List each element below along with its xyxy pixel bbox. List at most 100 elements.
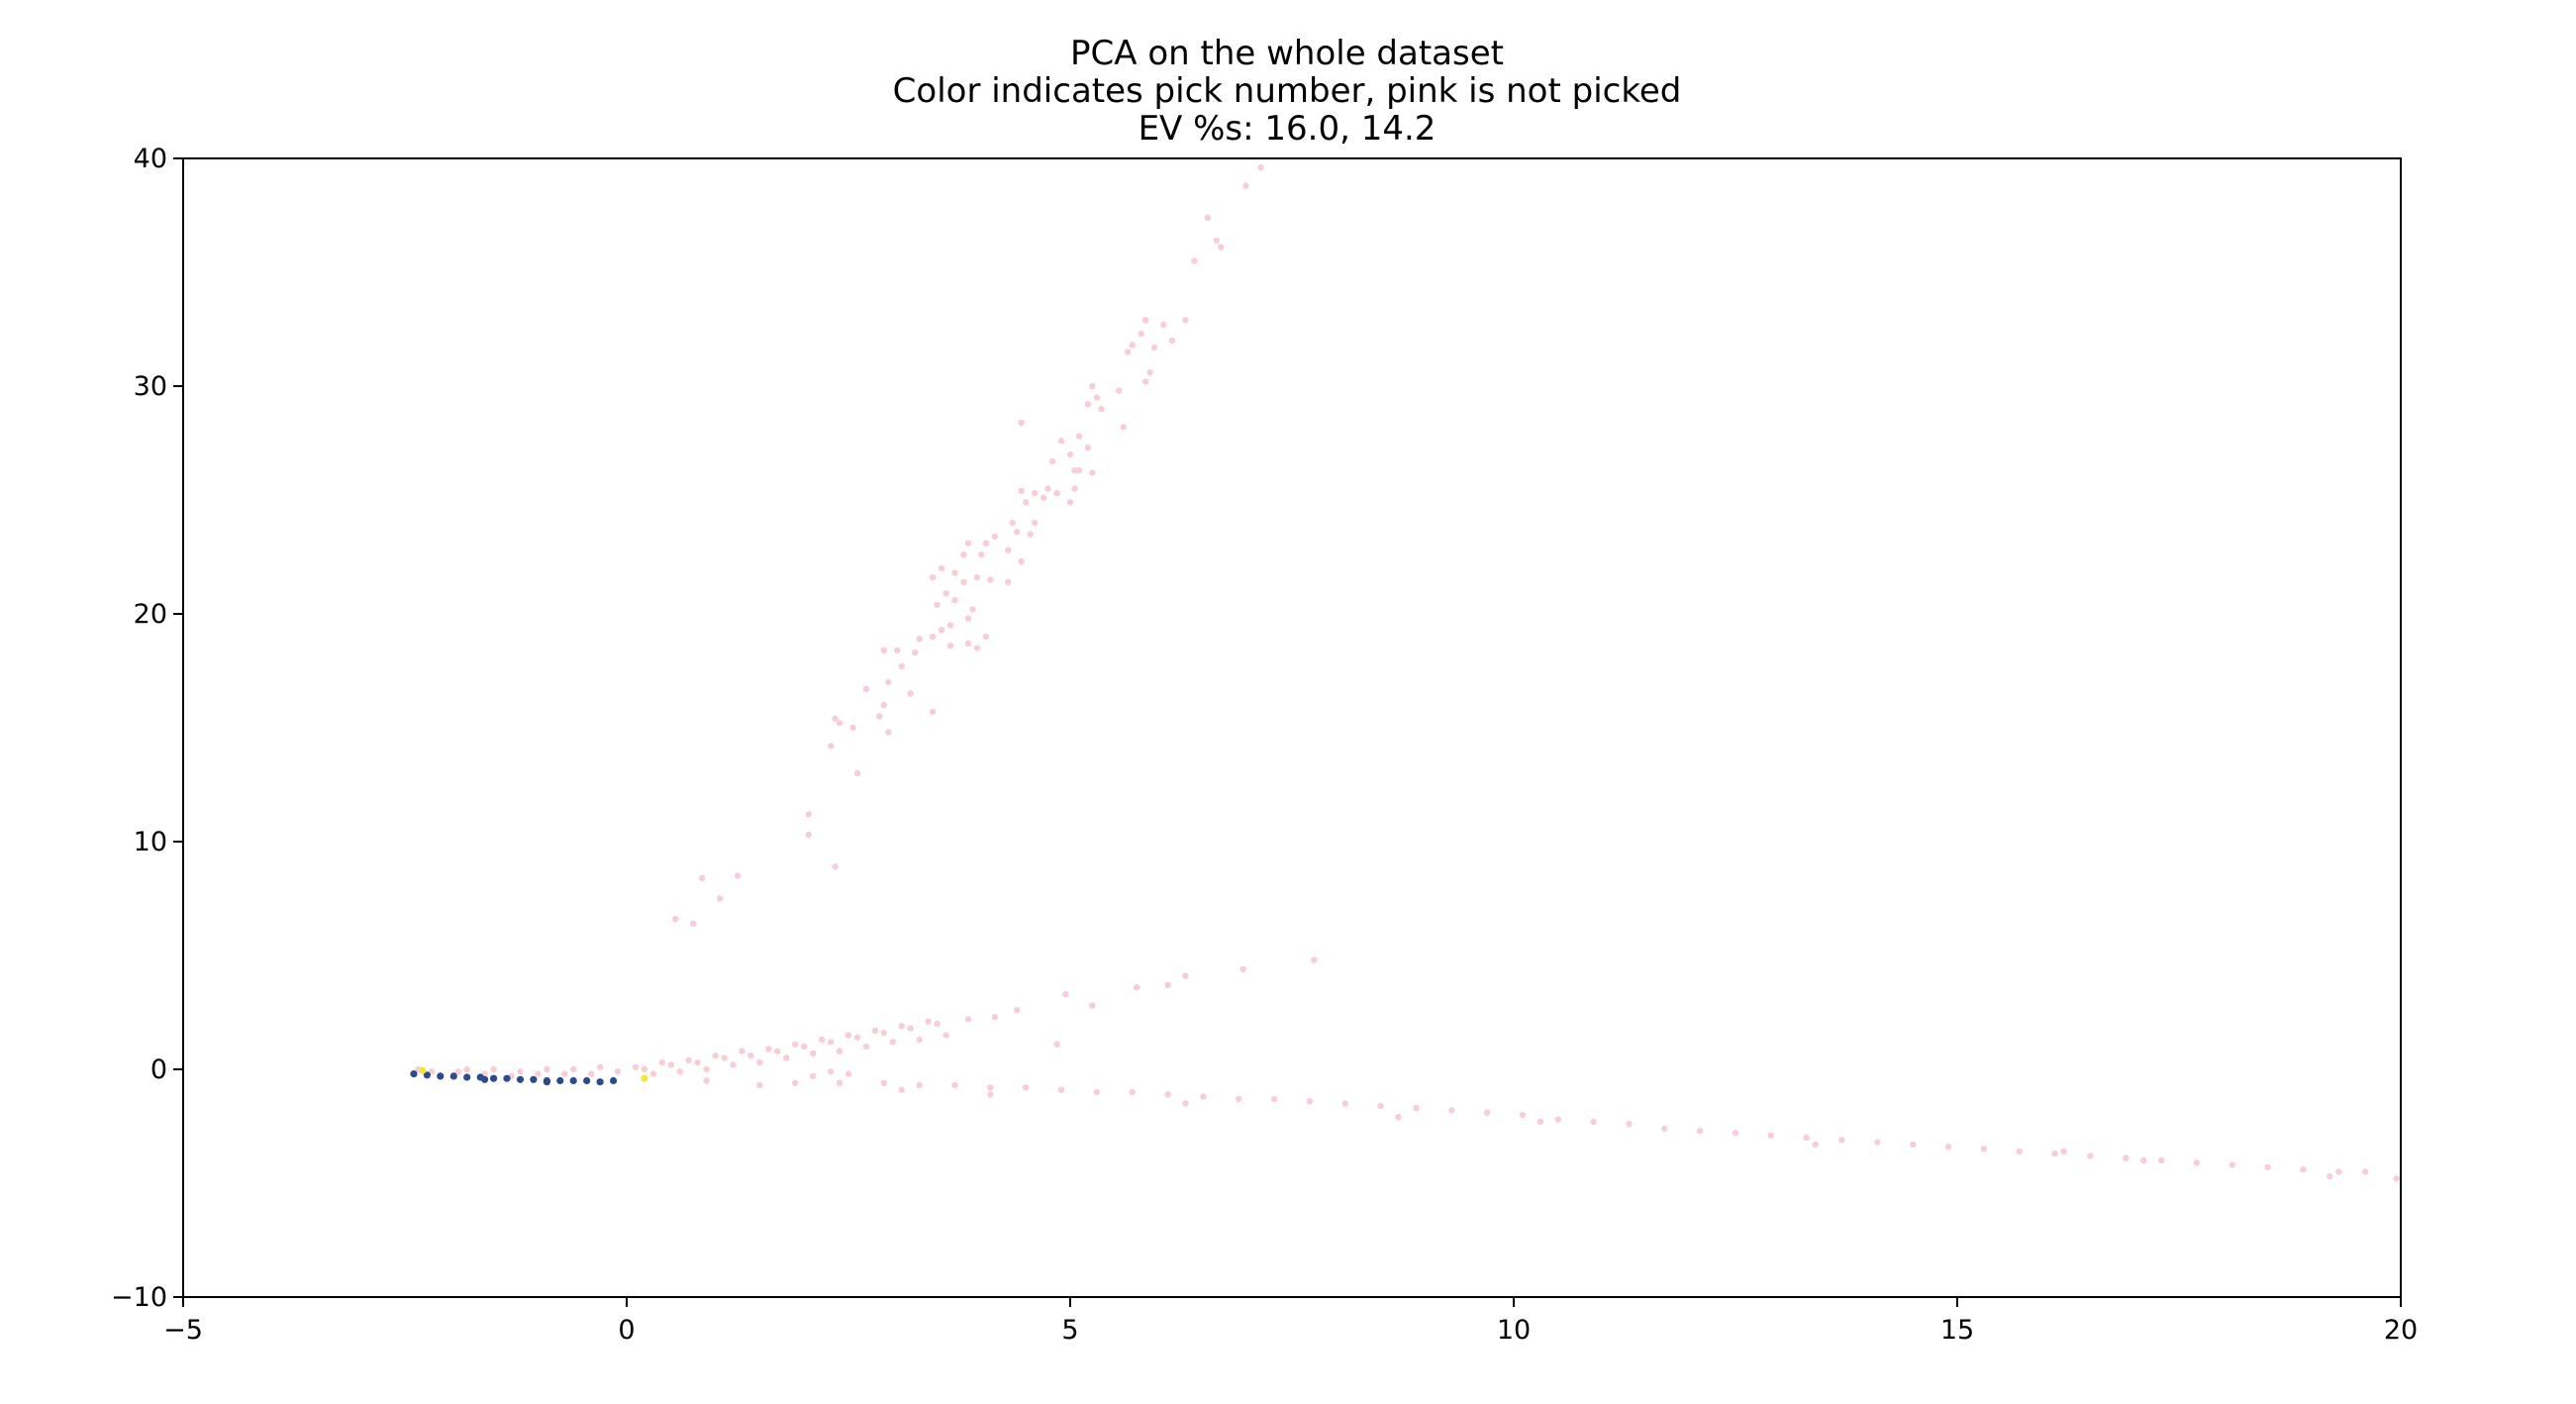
data-point — [1005, 547, 1012, 553]
data-point — [818, 1036, 826, 1044]
data-point — [853, 1034, 861, 1042]
data-point — [898, 1023, 905, 1030]
data-point — [2193, 1159, 2201, 1166]
data-point — [862, 685, 870, 693]
data-point — [596, 1063, 604, 1070]
chart-title: PCA on the whole dataset Color indicates… — [893, 34, 1682, 149]
data-point — [1005, 578, 1012, 585]
data-point — [916, 636, 923, 643]
data-point — [1129, 342, 1136, 349]
data-point — [929, 633, 937, 641]
data-point — [942, 590, 949, 597]
data-point — [463, 1073, 471, 1081]
data-point — [530, 1075, 538, 1083]
data-point — [1138, 330, 1144, 338]
data-point — [1134, 984, 1140, 991]
data-point — [1590, 1118, 1597, 1126]
data-point — [1803, 1134, 1810, 1142]
data-point — [938, 564, 945, 572]
x-tick-label: 15 — [1940, 1315, 1974, 1346]
data-point — [964, 640, 972, 648]
data-point — [1040, 494, 1047, 501]
data-point — [885, 678, 892, 686]
data-point — [1013, 529, 1021, 536]
data-point — [1066, 499, 1074, 506]
data-point — [703, 1065, 710, 1073]
data-point — [801, 1043, 808, 1051]
x-tick-label: 0 — [618, 1315, 635, 1346]
data-point — [449, 1072, 457, 1080]
data-point — [827, 1039, 835, 1046]
data-point — [880, 1079, 887, 1087]
data-point — [1191, 257, 1198, 264]
data-point — [463, 1065, 470, 1073]
data-point — [871, 1027, 879, 1035]
data-point — [632, 1063, 640, 1070]
data-point — [1048, 457, 1056, 465]
data-point — [1168, 337, 1176, 345]
data-point — [912, 649, 919, 656]
data-point — [792, 1079, 799, 1087]
title-line-2: Color indicates pick number, pink is not… — [893, 71, 1682, 111]
data-point — [810, 1050, 817, 1057]
data-point — [876, 713, 883, 720]
data-point — [1032, 489, 1039, 497]
data-point — [570, 1065, 577, 1073]
scatter-points — [410, 164, 2400, 1182]
data-point — [1120, 424, 1128, 431]
data-point — [1084, 401, 1092, 408]
data-point — [1093, 1088, 1101, 1096]
data-point — [1306, 1098, 1314, 1105]
data-point — [836, 1079, 843, 1087]
title-line-1: PCA on the whole dataset — [1070, 34, 1504, 73]
x-tick-label: 20 — [2384, 1315, 2418, 1346]
data-point — [1213, 237, 1221, 244]
data-point — [676, 1068, 683, 1075]
data-point — [756, 1081, 763, 1089]
data-point — [1075, 466, 1083, 474]
data-point — [2157, 1156, 2165, 1164]
data-point — [641, 1065, 648, 1073]
data-point — [969, 606, 976, 613]
data-point — [1018, 557, 1025, 565]
data-point — [987, 576, 994, 583]
data-point — [774, 1048, 781, 1054]
data-point — [849, 724, 856, 732]
data-point — [1125, 349, 1132, 355]
data-point — [1270, 1095, 1278, 1103]
data-point — [1164, 1091, 1171, 1098]
data-point — [454, 1068, 461, 1075]
data-point — [885, 729, 892, 736]
data-point — [1146, 369, 1153, 376]
data-point — [2393, 1175, 2400, 1182]
data-point — [1027, 531, 1034, 538]
data-point — [898, 662, 905, 670]
data-point — [1661, 1125, 1668, 1133]
data-point — [1023, 499, 1030, 506]
data-point — [946, 622, 954, 629]
data-point — [1236, 1095, 1242, 1103]
data-point — [2016, 1148, 2023, 1155]
data-point — [805, 831, 812, 839]
data-point — [1413, 1104, 1420, 1112]
data-point — [1089, 1002, 1096, 1009]
data-point — [982, 540, 990, 547]
data-point — [792, 1041, 799, 1048]
data-point — [423, 1071, 431, 1079]
data-point — [1204, 214, 1212, 221]
data-point — [973, 645, 981, 652]
y-tick-label: 20 — [134, 599, 167, 630]
data-point — [827, 743, 835, 750]
data-point — [853, 769, 861, 777]
data-point — [2140, 1156, 2147, 1164]
data-point — [756, 1058, 763, 1066]
data-point — [1838, 1137, 1845, 1144]
data-point — [978, 552, 985, 558]
data-point — [2264, 1163, 2271, 1171]
data-point — [1062, 990, 1069, 998]
y-tick-label: 40 — [134, 144, 167, 174]
data-point — [946, 643, 954, 650]
data-point — [517, 1068, 524, 1075]
data-point — [1554, 1116, 1562, 1123]
y-tick-label: −10 — [111, 1282, 167, 1313]
